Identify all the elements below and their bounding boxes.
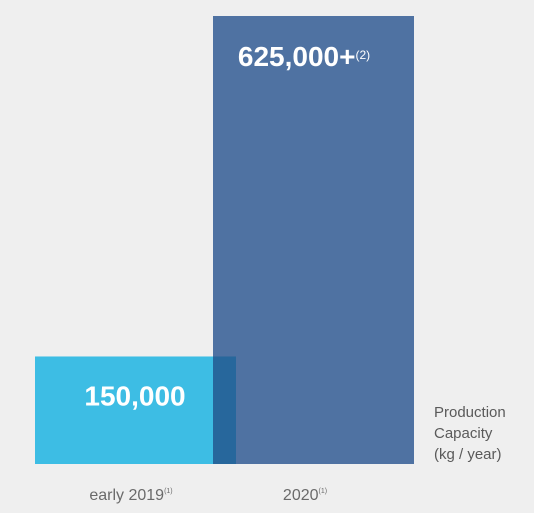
category-label-2: 2020(1) — [283, 487, 327, 504]
value-label-1: 150,000 — [84, 380, 185, 411]
bar-1 — [35, 356, 236, 464]
bar-2 — [213, 16, 414, 464]
bars-group — [35, 16, 414, 464]
value-label-footnote-2: (2) — [355, 48, 370, 62]
category-footnote-2: (1) — [319, 488, 328, 495]
labels-group: 150,000 625,000+(2) early 2019(1) 2020(1) — [84, 41, 370, 504]
category-footnote-1: (1) — [164, 488, 173, 495]
value-label-2: 625,000+(2) — [238, 41, 370, 72]
category-label-1: early 2019(1) — [89, 487, 172, 504]
bar-overlap — [213, 356, 236, 464]
y-axis-label-line-1: Production — [434, 404, 506, 421]
y-axis-label: Production Capacity (kg / year) — [434, 402, 530, 465]
y-axis-label-line-3: (kg / year) — [434, 446, 502, 463]
y-axis-label-line-2: Capacity — [434, 425, 493, 442]
